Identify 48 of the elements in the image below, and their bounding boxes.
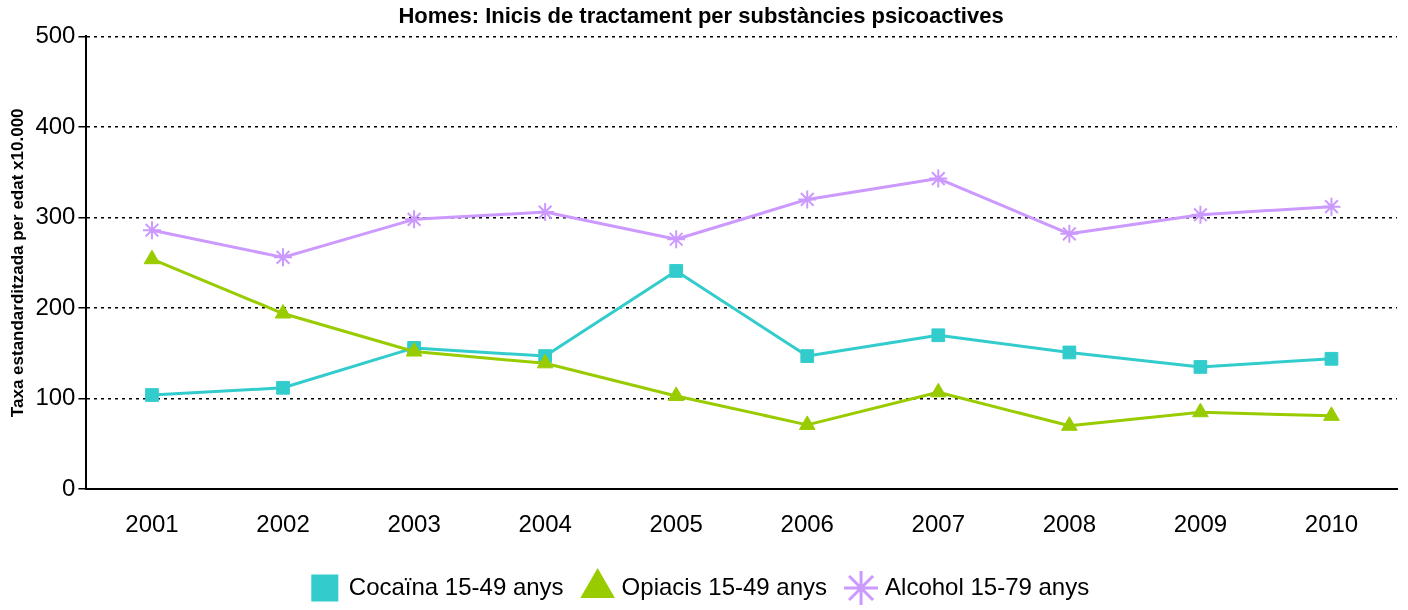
point	[145, 388, 159, 402]
point	[536, 353, 554, 369]
point	[930, 382, 947, 398]
y-tick-label: 200	[35, 292, 76, 320]
y-tick-label: 100	[35, 383, 76, 411]
x-tick-label: 2008	[1042, 510, 1097, 538]
legend-label: Cocaïna 15-49 anys	[348, 572, 564, 600]
point	[1193, 360, 1208, 374]
x-tick-label: 2001	[125, 510, 179, 538]
point	[797, 189, 818, 210]
point	[1192, 402, 1209, 418]
point	[1059, 223, 1080, 244]
x-tick-label: 2003	[387, 510, 441, 538]
point	[669, 264, 684, 278]
x-tick-label: 2010	[1304, 510, 1359, 538]
legend-label: Opiacis 15-49 anys	[621, 572, 828, 600]
point	[1321, 196, 1342, 217]
point	[666, 229, 687, 250]
point	[1062, 345, 1077, 360]
x-tick-label: 2004	[518, 510, 572, 538]
y-axis-title: Taxa estandarditzada per edat x10.000	[7, 108, 27, 418]
point	[1323, 406, 1340, 421]
point	[1190, 204, 1211, 225]
point	[404, 209, 425, 230]
x-tick-label: 2007	[911, 510, 965, 538]
x-tick-label: 2005	[649, 510, 703, 538]
point	[667, 386, 685, 401]
point	[798, 415, 816, 430]
x-tick-label: 2009	[1173, 510, 1228, 538]
y-tick-label: 0	[62, 473, 76, 501]
point	[276, 380, 290, 395]
point	[274, 304, 292, 319]
chart-title: Homes: Inicis de tractament per substàncies psicoactives	[398, 3, 1004, 29]
x-tick-label: 2002	[256, 510, 310, 538]
point	[931, 328, 946, 343]
legend-label: Alcohol 15-79 anys	[885, 572, 1090, 600]
point	[800, 349, 815, 363]
point	[141, 220, 162, 241]
point	[143, 249, 161, 265]
y-tick-label: 500	[35, 21, 76, 49]
x-tick-label: 2006	[780, 510, 834, 538]
y-tick-label: 300	[35, 202, 76, 230]
point	[1061, 416, 1078, 431]
y-tick-label: 400	[35, 111, 76, 139]
point	[1324, 351, 1339, 366]
point	[535, 202, 556, 223]
point	[273, 247, 294, 268]
point	[928, 168, 949, 189]
